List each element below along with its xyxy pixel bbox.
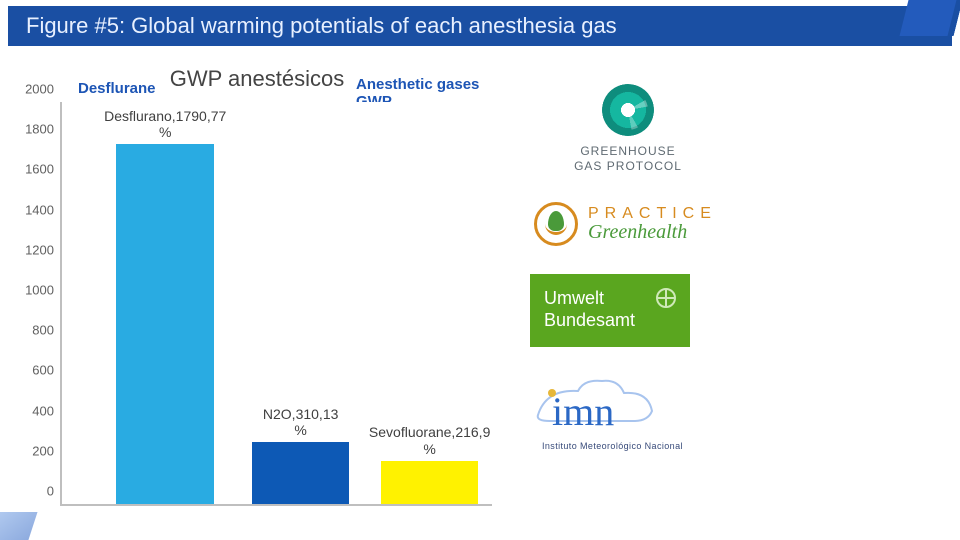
uba-line1: Umwelt <box>544 288 604 308</box>
logo-umweltbundesamt: Umwelt Bundesamt <box>530 274 690 347</box>
imn-wordmark: imn <box>552 389 614 434</box>
ghgp-text: GREENHOUSE GAS PROTOCOL <box>548 144 708 174</box>
gwp-bar-chart: GWP anestésicos Desflurane Anesthetic ga… <box>18 66 496 526</box>
imn-cloud-icon: imn <box>530 375 700 439</box>
bar-desflurano <box>116 144 213 504</box>
ghgp-line2: GAS PROTOCOL <box>574 159 682 173</box>
y-axis-labels: 0200400600800100012001400160018002000 <box>18 102 58 506</box>
bar-sevofluorane <box>381 461 478 504</box>
y-tick-label: 800 <box>32 323 54 338</box>
title-bar: Figure #5: Global warming potentials of … <box>8 6 952 46</box>
page-title: Figure #5: Global warming potentials of … <box>26 13 617 39</box>
bar-n2o <box>252 442 349 504</box>
greenhealth-text: PRACTICE Greenhealth <box>588 206 717 242</box>
greenhealth-line2: Greenhealth <box>588 222 717 242</box>
uba-line2: Bundesamt <box>544 310 635 330</box>
slide-corner-accent <box>0 512 38 540</box>
bars-layer: Desflurano,1790,77%N2O,310,13%Sevofluora… <box>62 102 492 504</box>
source-logos: GREENHOUSE GAS PROTOCOL PRACTICE Greenhe… <box>530 84 830 479</box>
ghgp-line1: GREENHOUSE <box>580 144 675 158</box>
y-tick-label: 200 <box>32 443 54 458</box>
bar-label-sevofluorane: Sevofluorane,216,9% <box>350 424 510 456</box>
y-tick-label: 0 <box>47 484 54 499</box>
y-tick-label: 1600 <box>25 162 54 177</box>
plot-area: Desflurano,1790,77%N2O,310,13%Sevofluora… <box>60 102 492 506</box>
bar-label-desflurano: Desflurano,1790,77% <box>85 108 245 140</box>
logo-practice-greenhealth: PRACTICE Greenhealth <box>534 202 830 246</box>
greenhealth-line1: PRACTICE <box>588 206 717 222</box>
y-tick-label: 400 <box>32 403 54 418</box>
logo-imn: imn Instituto Meteorológico Nacional <box>530 375 830 451</box>
y-tick-label: 1200 <box>25 242 54 257</box>
ghgp-ring-icon <box>602 84 654 136</box>
y-tick-label: 2000 <box>25 82 54 97</box>
slide: Figure #5: Global warming potentials of … <box>0 6 960 540</box>
y-tick-label: 1800 <box>25 122 54 137</box>
title-bar-accent <box>900 0 960 36</box>
uba-globe-icon <box>656 288 676 308</box>
annotation-desflurane: Desflurane <box>78 80 156 97</box>
y-tick-label: 600 <box>32 363 54 378</box>
y-tick-label: 1400 <box>25 202 54 217</box>
y-tick-label: 1000 <box>25 283 54 298</box>
logo-greenhouse-gas-protocol: GREENHOUSE GAS PROTOCOL <box>548 84 708 174</box>
imn-subtitle: Instituto Meteorológico Nacional <box>542 441 830 451</box>
greenhealth-leaf-icon <box>534 202 578 246</box>
